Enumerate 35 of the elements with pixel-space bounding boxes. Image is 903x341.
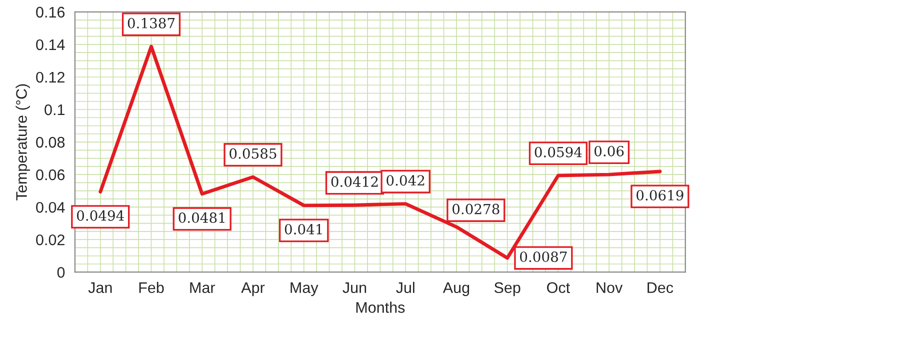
y-tick-label: 0.14	[36, 39, 65, 50]
y-tick-label: 0.16	[36, 6, 65, 18]
data-label: 0.041	[284, 224, 322, 234]
x-tick-label: Jun	[342, 282, 366, 294]
data-label: 0.0278	[452, 204, 500, 214]
data-label: 0.0494	[77, 210, 124, 221]
x-tick-label: Oct	[547, 282, 570, 294]
y-tick-label: 0.1	[44, 104, 64, 116]
y-tick-label: 0.02	[36, 234, 64, 246]
x-tick-label: Nov	[596, 282, 623, 294]
x-tick-label: Sep	[494, 282, 520, 296]
data-label: 0.0619	[636, 190, 684, 200]
y-tick-label: 0.06	[36, 169, 65, 180]
y-tick-label: 0.04	[36, 202, 65, 213]
y-tick-label: 0	[57, 266, 65, 278]
data-label: 0.042	[386, 175, 424, 186]
data-label: 0.1387	[128, 18, 175, 28]
y-axis-title: Temperature (°C)	[16, 84, 30, 200]
x-axis-title: Months	[356, 302, 405, 313]
x-tick-label: Aug	[442, 282, 470, 296]
x-tick-label: Feb	[139, 282, 164, 294]
data-label: 0.0481	[178, 212, 224, 223]
data-label: 0.06	[594, 146, 624, 156]
x-tick-label: Jul	[396, 282, 414, 294]
y-tick-label: 0.08	[36, 136, 65, 148]
data-label: 0.0594	[534, 146, 582, 158]
y-tick-label: 0.12	[36, 72, 64, 83]
x-tick-label: Apr	[241, 282, 265, 296]
data-label: 0.0087	[520, 251, 567, 262]
x-tick-label: Jan	[88, 282, 112, 294]
x-tick-label: May	[290, 282, 318, 296]
x-tick-label: Mar	[190, 282, 216, 294]
data-label: 0.0585	[230, 148, 276, 159]
x-tick-label: Dec	[648, 282, 674, 294]
data-label: 0.0412	[331, 176, 378, 187]
